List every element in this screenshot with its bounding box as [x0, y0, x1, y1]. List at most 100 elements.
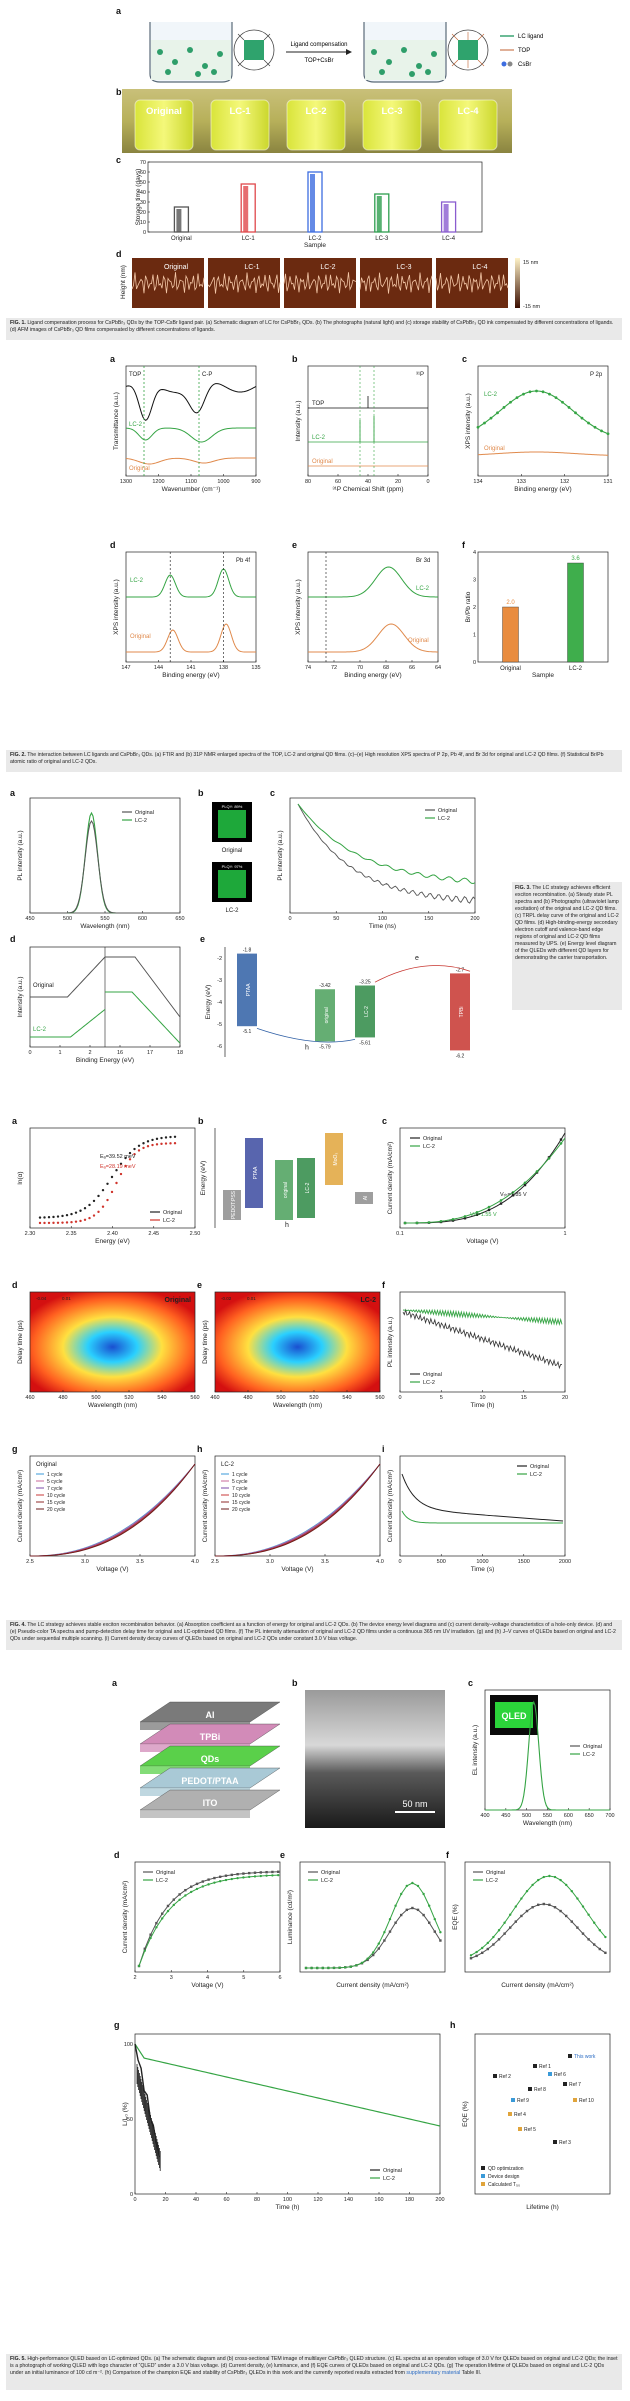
- legend-label: Device design: [488, 2174, 520, 2180]
- panel-letter: e: [280, 1850, 285, 1860]
- comparison-label: Ref 1: [539, 2064, 551, 2070]
- y-tick-label: 50: [140, 180, 146, 186]
- legend-label: 7 cycle: [232, 1486, 248, 1492]
- data-point: [372, 1953, 375, 1957]
- comparison-point: [493, 2074, 497, 2078]
- data-point: [178, 1898, 181, 1901]
- plot-frame: [477, 551, 609, 663]
- comparison-point: [548, 2072, 552, 2076]
- legend-label: Original: [530, 1464, 549, 1470]
- data-point: [377, 1947, 380, 1950]
- heatmap-title: LC-2: [360, 1297, 376, 1304]
- x-tick-label: 40: [193, 2197, 199, 2203]
- x-tick-label: 141: [186, 665, 195, 671]
- data-point: [537, 1903, 540, 1907]
- legend-swatch: [481, 2182, 485, 2186]
- data-point: [499, 1202, 503, 1205]
- legend-label: Original: [163, 1210, 182, 1216]
- y-axis-label: XPS intensity (a.u.): [295, 579, 302, 635]
- data-point: [173, 1135, 177, 1138]
- data-point: [509, 1926, 512, 1929]
- data-point: [469, 1954, 473, 1957]
- label: LC-2: [130, 578, 144, 584]
- label: ³¹P: [416, 372, 424, 378]
- x-tick-label: 2.5: [26, 1559, 34, 1565]
- data-point: [259, 1874, 262, 1878]
- x-tick-label: 160: [374, 2197, 383, 2203]
- photo-label: LC-2: [225, 908, 239, 914]
- data-point: [242, 1872, 245, 1875]
- heatmap-title: Original: [165, 1297, 192, 1304]
- legend-label: 5 cycle: [232, 1479, 248, 1485]
- y-axis-label: XPS intensity (a.u.): [113, 579, 120, 635]
- y-axis-label: Br/Pb ratio: [465, 591, 472, 622]
- legend-label: LC-2: [438, 816, 450, 822]
- x-tick-label: 17: [147, 1050, 153, 1056]
- y-axis-label: Current density (mA/cm²): [17, 1470, 24, 1543]
- data-point: [537, 1878, 540, 1882]
- series-line: [30, 820, 180, 914]
- label: LC-2: [416, 586, 430, 592]
- x-tick-label: 10: [479, 1395, 485, 1401]
- data-point: [567, 406, 571, 409]
- figure-1: a Ligand compensation: [0, 0, 630, 345]
- panel-letter: d: [12, 1280, 18, 1290]
- bar: [502, 606, 519, 663]
- data-point: [509, 400, 512, 404]
- data-point: [428, 1921, 431, 1924]
- label: Vₜₕ=1.55 V: [470, 1212, 497, 1218]
- data-point: [542, 1902, 545, 1906]
- x-tick-label: 2.30: [25, 1231, 36, 1237]
- afm-scale: 15 nm: [523, 260, 539, 266]
- data-point: [106, 1182, 109, 1185]
- svg-text:LC ligand: LC ligand: [518, 34, 543, 40]
- data-point: [207, 1883, 210, 1886]
- supplementary-link[interactable]: supplementary material: [406, 2370, 461, 2376]
- data-point: [149, 1936, 152, 1940]
- electron-label: e: [415, 955, 419, 962]
- x-tick-label: 5: [242, 1975, 245, 1981]
- y-tick-label: -2: [217, 956, 222, 962]
- x-tick-label: 480: [243, 1395, 252, 1401]
- legend-label: LC-2: [383, 2176, 395, 2182]
- data-point: [207, 1878, 210, 1881]
- data-point: [195, 1882, 199, 1886]
- series-line: [125, 383, 257, 421]
- data-point: [502, 406, 506, 409]
- series-line: [126, 623, 256, 653]
- series-line: [138, 1874, 279, 1967]
- data-point: [169, 1135, 172, 1139]
- data-point: [137, 1964, 141, 1968]
- data-point: [411, 1906, 414, 1910]
- data-point: [553, 1906, 557, 1909]
- data-point: [271, 1874, 274, 1877]
- data-point: [106, 1198, 109, 1202]
- x-tick-label: 450: [501, 1813, 510, 1819]
- x-tick-label: 0: [426, 479, 429, 485]
- legend-label: 5 cycle: [47, 1479, 63, 1485]
- x-tick-label: 2000: [559, 1559, 571, 1565]
- x-tick-label: 15: [521, 1395, 527, 1401]
- data-point: [310, 1966, 313, 1970]
- data-point: [146, 1140, 150, 1143]
- afm-trace: [283, 272, 357, 294]
- data-point: [97, 1194, 100, 1198]
- legend-label: Original: [383, 2168, 402, 2174]
- y-axis-label: Current density (mA/cm²): [387, 1470, 394, 1543]
- figure-4-caption: FIG. 4. The LC strategy achieves stable …: [6, 1620, 622, 1650]
- data-point: [525, 1909, 529, 1913]
- data-point: [451, 1217, 455, 1221]
- x-tick-label: 480: [58, 1395, 67, 1401]
- data-point: [535, 1170, 539, 1173]
- data-point: [70, 1212, 73, 1216]
- x-axis-label: Time (ns): [369, 923, 396, 930]
- afm-trace: [131, 272, 205, 294]
- comparison-label: Ref 3: [559, 2140, 571, 2146]
- data-point: [604, 1951, 607, 1955]
- data-point: [65, 1213, 69, 1217]
- x-tick-label: 80: [254, 2197, 260, 2203]
- label: Br 3d: [416, 558, 430, 564]
- category-label: Original: [171, 236, 192, 242]
- legend-label: 15 cycle: [47, 1500, 66, 1506]
